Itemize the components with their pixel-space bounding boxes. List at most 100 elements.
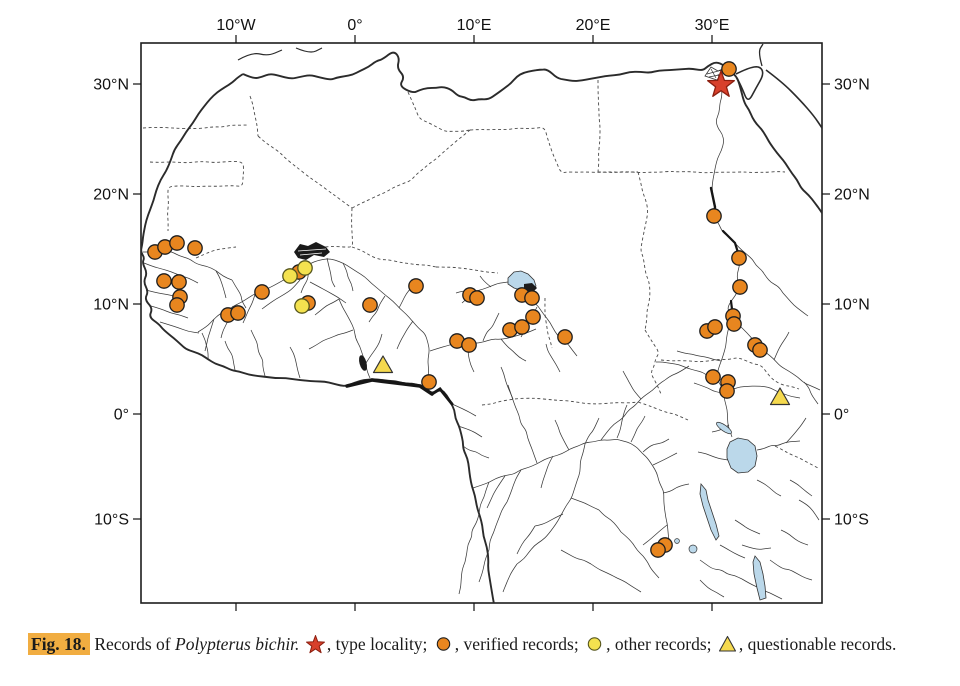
lake — [726, 437, 758, 474]
lon-tick-label: 10°W — [216, 17, 256, 34]
river-line — [365, 333, 383, 364]
river-line — [630, 415, 646, 443]
river-line — [486, 475, 506, 509]
river-line — [500, 366, 514, 400]
river-line — [616, 404, 628, 439]
river-line — [540, 455, 554, 489]
map-drawing — [141, 43, 822, 603]
marker-verified-record — [557, 329, 573, 345]
other-record-circle-icon — [587, 637, 602, 651]
river-line — [261, 279, 301, 310]
river-line — [734, 519, 761, 535]
river-line — [159, 321, 200, 334]
country-border — [481, 397, 639, 406]
river-line — [734, 242, 784, 294]
river-line — [554, 419, 570, 451]
river-line — [224, 340, 236, 371]
river-line — [545, 343, 561, 373]
country-border — [644, 329, 662, 395]
river-line — [782, 292, 809, 317]
marker-verified-record — [156, 273, 172, 289]
lon-tick-label: 30°E — [695, 17, 730, 34]
lake — [699, 483, 720, 541]
river-line — [664, 365, 690, 381]
river-line — [534, 513, 564, 527]
river-line — [462, 445, 490, 459]
lake — [688, 544, 698, 554]
river-line — [457, 425, 483, 438]
marker-verified-record — [187, 240, 203, 256]
country-border — [637, 401, 689, 421]
river-line — [242, 293, 256, 324]
caption-lead-text: Records of — [94, 634, 171, 654]
country-border — [310, 207, 353, 248]
marker-verified-record — [514, 319, 530, 335]
distribution-map: 10°W10°W0°0°10°E10°E20°E20°E30°E30°E30°N… — [93, 17, 870, 611]
marker-other-record — [282, 268, 298, 284]
river-line — [642, 555, 660, 579]
nile-delta-hatch — [706, 68, 723, 79]
lake — [674, 538, 680, 544]
caption-legend: , type locality; , verified records; , o… — [304, 634, 896, 654]
marker-verified-record — [705, 369, 721, 385]
river-line — [560, 549, 592, 565]
marker-other-record — [297, 260, 313, 276]
country-border — [249, 95, 259, 137]
lat-tick-label: 10°S — [94, 512, 129, 529]
marker-verified-record — [719, 383, 735, 399]
levant-coast — [758, 43, 764, 67]
river-line — [500, 338, 527, 362]
river-line — [308, 329, 354, 350]
river-line — [478, 481, 490, 515]
river-line — [516, 527, 554, 565]
river-line — [726, 385, 801, 399]
river-line — [458, 561, 466, 595]
marker-verified-record — [752, 342, 768, 358]
river-line — [150, 305, 189, 319]
marker-verified-record — [726, 316, 742, 332]
river-line — [464, 513, 480, 563]
river-line — [204, 318, 215, 352]
river-line — [215, 270, 227, 299]
marker-verified-record — [254, 284, 270, 300]
river-line — [528, 295, 578, 357]
record-markers — [147, 61, 791, 558]
lake — [716, 421, 732, 435]
marker-verified-record — [230, 305, 246, 321]
lat-tick-label: 20°N — [93, 187, 129, 204]
river-line — [516, 525, 536, 555]
river-line — [699, 579, 725, 598]
river-line — [780, 529, 809, 546]
marker-verified-record — [169, 297, 185, 313]
inner-niger-delta — [294, 242, 330, 260]
verified-record-circle-icon — [436, 637, 451, 651]
country-border — [149, 160, 244, 232]
river-line — [785, 417, 807, 444]
river-line — [506, 469, 522, 503]
spain-coast — [295, 47, 323, 53]
river-line — [488, 501, 508, 551]
river-line — [451, 403, 477, 417]
marker-verified-record — [169, 235, 185, 251]
marker-verified-record — [461, 337, 477, 353]
species-name: Polypterus bichir. — [175, 634, 300, 654]
map-area: 10°W10°W0°0°10°E10°E20°E20°E30°E30°E30°N… — [93, 17, 870, 611]
river-line — [600, 379, 666, 441]
country-border — [660, 357, 800, 390]
marker-verified-record — [721, 61, 737, 77]
river-line — [642, 438, 670, 453]
marker-verified-record — [707, 319, 723, 335]
lon-tick-label: 20°E — [576, 17, 611, 34]
marker-verified-record — [731, 250, 747, 266]
marker-type-locality — [707, 70, 735, 97]
lon-tick-label: 10°E — [457, 17, 492, 34]
marker-verified-record — [408, 278, 424, 294]
marker-verified-record — [524, 290, 540, 306]
river-line — [616, 577, 642, 593]
river-line — [699, 559, 743, 580]
river-line — [478, 549, 490, 583]
river-line — [773, 331, 790, 361]
country-border — [257, 135, 353, 209]
figure-number-label: Fig. 18. — [28, 633, 90, 655]
coastline-north — [242, 51, 822, 214]
